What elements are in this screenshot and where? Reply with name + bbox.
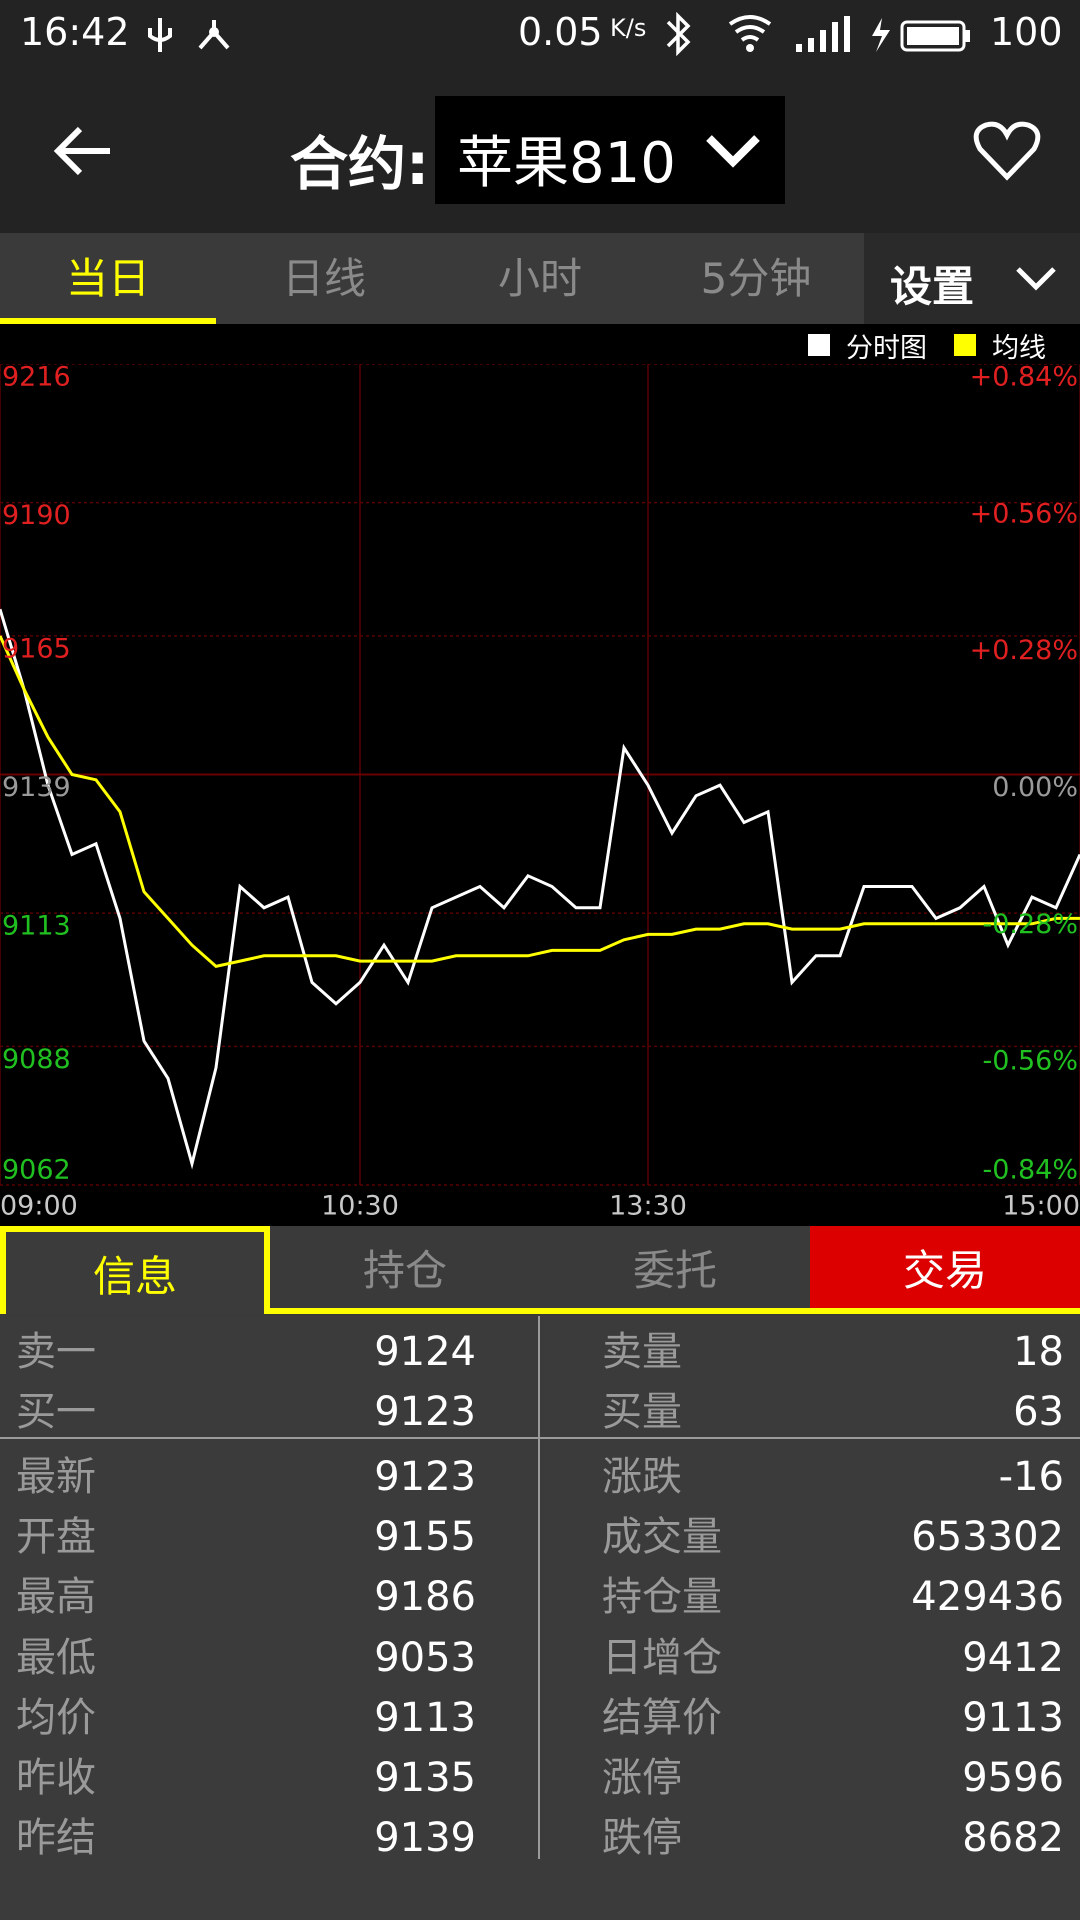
favorite-button[interactable] bbox=[972, 119, 1042, 183]
x-tick-label: 15:00 bbox=[1002, 1191, 1080, 1222]
field-value: 9155 bbox=[374, 1513, 476, 1560]
field-value: -16 bbox=[998, 1453, 1064, 1500]
field-label: 昨结 bbox=[16, 1815, 96, 1862]
field-value: 9596 bbox=[962, 1755, 1064, 1802]
field-label: 买量 bbox=[602, 1389, 682, 1436]
period-tabs: 设置 当日 日线 小时 5分钟 bbox=[0, 233, 1080, 324]
field-value: 18 bbox=[1013, 1329, 1064, 1375]
info-tab[interactable]: 信息 bbox=[0, 1226, 270, 1314]
field-value: 9186 bbox=[374, 1574, 476, 1621]
x-tick-label: 09:00 bbox=[0, 1191, 78, 1222]
field-label: 跌停 bbox=[602, 1815, 682, 1862]
contract-selector[interactable]: 苹果810 bbox=[435, 96, 785, 204]
y-tick-label: 9216 bbox=[2, 364, 71, 393]
field-value: 9053 bbox=[374, 1634, 476, 1681]
field-label: 涨跌 bbox=[602, 1453, 682, 1500]
field-value: 653302 bbox=[911, 1513, 1064, 1560]
info-tabs: 信息 持仓 委托 交易 bbox=[0, 1226, 1080, 1316]
x-tick-label: 13:30 bbox=[609, 1191, 687, 1222]
field-value: 9113 bbox=[374, 1694, 476, 1741]
field-label: 涨停 bbox=[602, 1755, 682, 1802]
column-divider bbox=[538, 1316, 540, 1859]
y-tick-label: 9139 bbox=[2, 772, 71, 803]
y2-tick-label: +0.28% bbox=[970, 635, 1078, 666]
y2-tick-label: -0.84% bbox=[982, 1155, 1078, 1186]
legend-swatch bbox=[808, 334, 830, 356]
field-label: 持仓量 bbox=[602, 1574, 722, 1621]
field-value: 9412 bbox=[962, 1634, 1064, 1681]
chart-background bbox=[0, 364, 1080, 1226]
field-label: 日增仓 bbox=[602, 1634, 722, 1681]
field-label: 最低 bbox=[16, 1634, 96, 1681]
dropdown-icon bbox=[706, 135, 760, 168]
status-icons bbox=[148, 18, 230, 52]
info-tab[interactable]: 交易 bbox=[810, 1226, 1080, 1308]
field-value: 9124 bbox=[374, 1329, 476, 1375]
field-label: 卖一 bbox=[16, 1329, 96, 1375]
status-bar: 16:42 0.05 K/s 100 bbox=[0, 0, 1080, 69]
field-value: 9123 bbox=[374, 1453, 476, 1500]
row-divider bbox=[0, 1437, 1080, 1439]
contract-name: 苹果810 bbox=[457, 131, 676, 196]
contract-label: 合约: bbox=[290, 130, 430, 198]
period-tab[interactable]: 5分钟 bbox=[700, 254, 812, 303]
series-line bbox=[0, 635, 1080, 969]
settings-label: 设置 bbox=[890, 262, 975, 311]
y-tick-label: 9088 bbox=[2, 1044, 71, 1075]
y2-tick-label: +0.84% bbox=[970, 364, 1078, 393]
net-speed: 0.05 bbox=[518, 10, 603, 54]
field-label: 开盘 bbox=[16, 1513, 96, 1560]
header: 合约: 苹果810 bbox=[0, 69, 1080, 233]
legend: 分时图 均线 bbox=[0, 324, 1080, 364]
y-tick-label: 9113 bbox=[2, 911, 71, 942]
back-button[interactable] bbox=[50, 119, 120, 183]
legend-swatch bbox=[954, 334, 976, 356]
period-tab[interactable]: 当日 bbox=[65, 254, 150, 303]
field-label: 卖量 bbox=[602, 1329, 682, 1375]
field-label: 成交量 bbox=[602, 1513, 722, 1560]
field-label: 买一 bbox=[16, 1389, 96, 1436]
chart: 9216 9190 9165 9139 9113 9088 9062 +0.84% +0.56%… bbox=[0, 364, 1080, 1226]
field-label: 均价 bbox=[16, 1694, 96, 1741]
field-label: 最新 bbox=[16, 1453, 96, 1500]
legend-label: 分时图 bbox=[846, 333, 927, 364]
y2-tick-label: -0.56% bbox=[982, 1046, 1078, 1077]
active-tab-indicator bbox=[0, 318, 216, 324]
field-value: 9113 bbox=[962, 1694, 1064, 1741]
series-line bbox=[0, 608, 1080, 1170]
y-tick-label: 9165 bbox=[2, 633, 71, 664]
field-value: 9139 bbox=[374, 1815, 476, 1862]
status-icons-right bbox=[666, 12, 970, 57]
field-label: 昨收 bbox=[16, 1755, 96, 1802]
y2-tick-label: 0.00% bbox=[992, 772, 1078, 803]
field-label: 最高 bbox=[16, 1574, 96, 1621]
y-tick-label: 9190 bbox=[2, 500, 71, 531]
legend-label: 均线 bbox=[992, 333, 1046, 364]
field-value: 429436 bbox=[911, 1574, 1064, 1621]
period-tab[interactable]: 小时 bbox=[497, 254, 582, 303]
clock: 16:42 bbox=[20, 10, 130, 54]
field-label: 结算价 bbox=[602, 1694, 722, 1741]
field-value: 9123 bbox=[374, 1389, 476, 1436]
quote-table: 卖一 9124 卖量 18 买一 9123 买量 63 最新 9123 涨跌 -16 开盘 9155 成交量… bbox=[0, 1316, 1080, 1920]
period-tab[interactable]: 日线 bbox=[281, 254, 366, 303]
info-tab[interactable]: 持仓 bbox=[362, 1246, 447, 1295]
settings-button[interactable]: 设置 bbox=[864, 233, 1080, 324]
y2-tick-label: -0.28% bbox=[982, 909, 1078, 940]
field-value: 9135 bbox=[374, 1755, 476, 1802]
battery-level: 100 bbox=[990, 10, 1063, 54]
tab-strip-line bbox=[0, 1308, 1080, 1314]
field-value: 8682 bbox=[962, 1815, 1064, 1862]
info-tab[interactable]: 委托 bbox=[632, 1246, 717, 1295]
field-value: 63 bbox=[1013, 1389, 1064, 1436]
y2-tick-label: +0.56% bbox=[970, 498, 1078, 529]
net-speed-unit: K/s bbox=[610, 14, 647, 42]
settings-arrow bbox=[1016, 267, 1056, 291]
y-tick-label: 9062 bbox=[2, 1155, 71, 1186]
x-tick-label: 10:30 bbox=[321, 1191, 399, 1222]
